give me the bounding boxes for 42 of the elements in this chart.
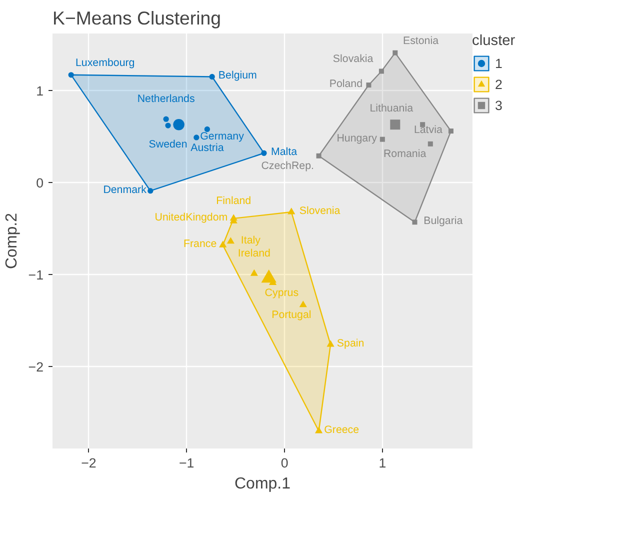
x-axis-title: Comp.1 [234, 476, 291, 492]
annotation: Denmark [103, 184, 148, 196]
annotation: Belgium [218, 70, 258, 82]
annotation: Poland [329, 78, 363, 90]
y-tick-label: 0 [36, 176, 44, 191]
annotation: Ireland [238, 248, 271, 260]
legend-label: 2 [495, 76, 504, 92]
annotation: Finland [216, 195, 252, 208]
annotation: Malta [270, 146, 298, 158]
annotation: Cyprus [264, 286, 299, 299]
annotation: CzechRep. [261, 160, 314, 172]
x-tick-label: 1 [378, 456, 386, 470]
annotation: France [183, 238, 217, 250]
y-axis-title: Comp.2 [3, 212, 20, 270]
annotation: Greece [324, 424, 360, 436]
annotation: UnitedKingdom [154, 211, 228, 224]
legend-label: 1 [495, 56, 504, 70]
annotation: Hungary [336, 132, 378, 144]
annotation: Latvia [414, 124, 442, 136]
annotation: Slovakia [332, 53, 374, 66]
annotation: Spain [336, 338, 364, 350]
annotation: Germany [200, 130, 245, 142]
chart-title: K−Means Clustering [52, 8, 222, 28]
annotation: Sweden [148, 138, 188, 151]
y-tick-label: −2 [28, 360, 44, 375]
y-tick-label: −1 [28, 268, 44, 283]
annotation: Netherlands [137, 93, 195, 106]
annotation: Lithuania [370, 102, 414, 115]
legend-label: 3 [495, 98, 504, 112]
annotation: Romania [383, 148, 426, 160]
annotation: Austria [190, 142, 224, 154]
annotation: Slovenia [299, 205, 340, 218]
annotation: Portugal [272, 308, 312, 321]
y-tick-label: 1 [36, 84, 44, 99]
legend-title: cluster [472, 33, 516, 49]
x-tick-label: −1 [179, 456, 194, 470]
annotation: Bulgaria [424, 215, 463, 228]
annotation: Luxembourg [75, 56, 135, 69]
x-tick-label: −2 [81, 456, 96, 470]
annotation: Italy [240, 234, 262, 246]
x-tick-label: 0 [280, 456, 288, 470]
annotation: Estonia [402, 34, 439, 47]
